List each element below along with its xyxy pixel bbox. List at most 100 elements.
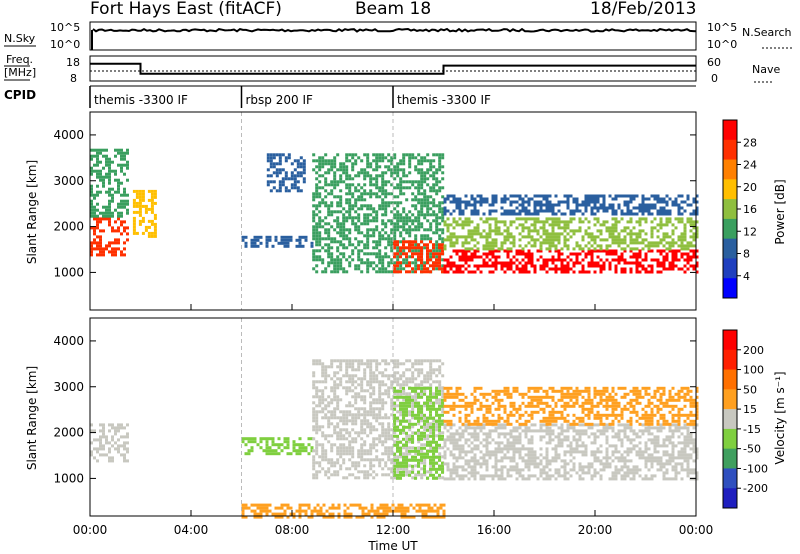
heatmap-cell: [662, 258, 666, 262]
heatmap-cell: [435, 476, 438, 480]
heatmap-cell: [473, 270, 477, 274]
heatmap-cell: [473, 474, 477, 478]
heatmap-cell: [369, 180, 373, 184]
heatmap-cell: [441, 455, 445, 459]
heatmap-cell: [557, 426, 561, 430]
heatmap-cell: [384, 446, 388, 450]
heatmap-cell: [476, 232, 480, 236]
heatmap-cell: [435, 410, 438, 414]
heatmap-cell: [497, 477, 501, 481]
heatmap-cell: [497, 220, 501, 224]
heatmap-cell: [405, 437, 409, 441]
heatmap-cell: [566, 438, 570, 442]
heatmap-cell: [488, 441, 492, 445]
heatmap-cell: [366, 159, 370, 163]
heatmap-cell: [120, 223, 123, 227]
heatmap-cell: [515, 441, 519, 445]
heatmap-cell: [420, 180, 424, 184]
heatmap-cell: [298, 446, 302, 450]
heatmap-cell: [342, 225, 346, 229]
heatmap-cell: [563, 200, 567, 204]
heatmap-cell: [692, 249, 696, 253]
heatmap-cell: [527, 441, 531, 445]
heatmap-cell: [638, 249, 642, 253]
heatmap-cell: [429, 174, 433, 178]
heatmap-cell: [438, 464, 441, 468]
heatmap-cell: [360, 455, 364, 459]
heatmap-cell: [605, 450, 609, 454]
heatmap-cell: [626, 453, 630, 457]
heatmap-cell: [668, 217, 672, 221]
heatmap-cell: [438, 422, 441, 426]
heatmap-cell: [111, 226, 114, 230]
heatmap-cell: [384, 359, 388, 363]
heatmap-cell: [683, 238, 687, 242]
heatmap-cell: [494, 267, 498, 271]
heatmap-cell: [330, 449, 334, 453]
heatmap-cell: [452, 241, 456, 245]
heatmap-cell: [533, 223, 537, 227]
heatmap-cell: [551, 267, 555, 271]
heatmap-cell: [315, 270, 319, 274]
beam-title: Beam 18: [355, 0, 431, 19]
heatmap-cell: [467, 462, 471, 466]
heatmap-cell: [342, 449, 346, 453]
heatmap-cell: [521, 264, 525, 268]
heatmap-cell: [527, 474, 531, 478]
heatmap-cell: [429, 189, 433, 193]
heatmap-cell: [545, 429, 549, 433]
heatmap-cell: [390, 246, 394, 250]
heatmap-cell: [533, 474, 537, 478]
heatmap-cell: [470, 459, 474, 463]
heatmap-cell: [572, 429, 576, 433]
heatmap-cell: [384, 255, 388, 259]
heatmap-cell: [375, 240, 379, 244]
heatmap-cell: [494, 261, 498, 265]
heatmap-cell: [503, 435, 507, 439]
heatmap-cell: [114, 148, 117, 152]
heatmap-cell: [114, 447, 117, 451]
heatmap-cell: [278, 171, 282, 175]
heatmap-cell: [596, 206, 600, 210]
heatmap-cell: [321, 261, 325, 265]
heatmap-cell: [384, 473, 388, 477]
heatmap-cell: [536, 217, 540, 221]
heatmap-cell: [357, 383, 361, 387]
heatmap-cell: [671, 249, 675, 253]
colorbar-cell: [723, 199, 737, 220]
heatmap-cell: [605, 423, 609, 427]
heatmap-cell: [384, 383, 388, 387]
heatmap-cell: [548, 194, 552, 198]
heatmap-cell: [695, 255, 699, 259]
heatmap-cell: [292, 443, 296, 447]
heatmap-cell: [566, 255, 570, 259]
heatmap-cell: [351, 416, 355, 420]
frequency-trace: [90, 62, 696, 75]
heatmap-cell: [438, 246, 441, 250]
heatmap-cell: [551, 226, 555, 230]
heatmap-cell: [683, 247, 687, 251]
heatmap-cell: [449, 200, 453, 204]
heatmap-cell: [153, 192, 157, 196]
heatmap-cell: [614, 471, 618, 475]
heatmap-cell: [614, 432, 618, 436]
heatmap-cell: [623, 474, 627, 478]
heatmap-cell: [662, 444, 666, 448]
heatmap-cell: [244, 244, 248, 248]
heatmap-cell: [485, 244, 489, 248]
heatmap-cell: [324, 189, 328, 193]
heatmap-cell: [656, 270, 660, 274]
heatmap-cell: [449, 477, 453, 481]
heatmap-cell: [283, 244, 287, 248]
heatmap-cell: [393, 458, 396, 462]
heatmap-cell: [102, 175, 105, 179]
heatmap-cell: [312, 419, 316, 423]
heatmap-cell: [405, 395, 408, 399]
heatmap-cell: [441, 374, 445, 378]
heatmap-cell: [524, 435, 528, 439]
heatmap-cell: [566, 197, 570, 201]
heatmap-cell: [366, 413, 370, 417]
heatmap-cell: [435, 261, 438, 265]
heatmap-cell: [369, 177, 373, 181]
heatmap-cell: [318, 425, 322, 429]
